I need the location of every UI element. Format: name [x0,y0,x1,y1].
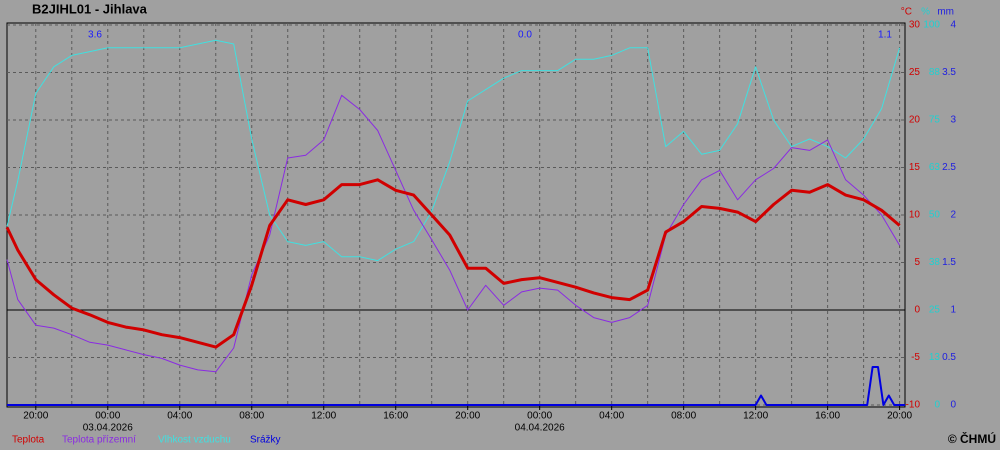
y-tick-label: -5 [911,352,920,363]
y2-tick-label: 13 [929,352,941,363]
y3-tick-label: 1 [950,305,956,316]
y2-unit: % [921,7,930,18]
x-tick-label: 04:00 [599,411,624,422]
y-tick-label: 5 [914,257,920,268]
y3-tick-label: 3.5 [942,67,956,78]
daily-total: 1.1 [878,30,892,41]
series-line [5,178,901,349]
legend-entry: Teplota [12,435,45,446]
y3-unit: mm [937,7,954,18]
y2-tick-label: 88 [929,67,941,78]
y-tick-label: 10 [909,210,921,221]
y-tick-label: 0 [914,305,920,316]
series-line [7,366,905,406]
y3-tick-label: 3 [950,115,956,126]
y3-tick-label: 2.5 [942,162,956,173]
y-tick-label: 20 [909,115,921,126]
y-tick-label: 25 [909,67,921,78]
y-tick-label: -10 [906,400,921,411]
y2-tick-label: 25 [929,305,941,316]
y-tick-label: 15 [909,162,921,173]
y-unit: °C [901,7,912,18]
legend-entry: Teplota přízemní [62,435,136,446]
x-tick-label: 16:00 [383,411,408,422]
chart-title: B2JIHL01 - Jihlava [32,1,148,16]
y3-tick-label: 2 [950,210,956,221]
y3-tick-label: 4 [950,20,956,31]
daily-total: 0.0 [518,30,532,41]
x-tick-label: 16:00 [815,411,840,422]
y2-tick-label: 50 [929,210,941,221]
x-tick-label: 20:00 [23,411,48,422]
x-tick-label: 00:00 [527,411,552,422]
y2-tick-label: 0 [934,400,940,411]
x-tick-label: 20:00 [455,411,480,422]
x-tick-label: 12:00 [311,411,336,422]
y3-tick-label: 1.5 [942,257,956,268]
y2-tick-label: 100 [923,20,940,31]
x-tick-label: 08:00 [239,411,264,422]
date-label: 04.04.2026 [515,423,565,434]
y3-tick-label: 0.5 [942,352,956,363]
series-line [6,94,901,373]
daily-total: 3.6 [88,30,102,41]
x-tick-label: 12:00 [743,411,768,422]
x-tick-label: 04:00 [167,411,192,422]
date-label: 03.04.2026 [83,423,133,434]
y2-tick-label: 75 [929,115,941,126]
y2-tick-label: 63 [929,162,941,173]
copyright: © ČHMÚ [948,431,996,446]
x-tick-label: 20:00 [887,411,912,422]
y2-tick-label: 38 [929,257,941,268]
x-tick-label: 00:00 [95,411,120,422]
y-tick-label: 30 [909,20,921,31]
series-line [6,39,901,262]
y3-tick-label: 0 [950,400,956,411]
legend-entry: Vlhkost vzduchu [158,435,231,446]
legend-entry: Srážky [250,435,281,446]
x-tick-label: 08:00 [671,411,696,422]
